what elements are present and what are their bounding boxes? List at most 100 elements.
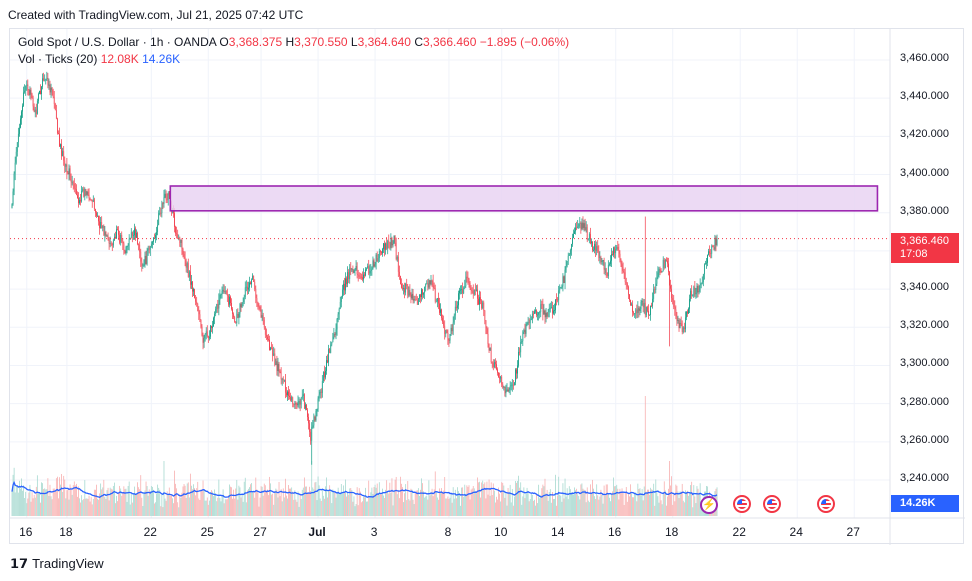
- tradingview-footer[interactable]: 𝟭𝟳 TradingView: [10, 556, 104, 572]
- volume-bar: [296, 501, 298, 516]
- volume-bar: [622, 492, 624, 516]
- candle-body: [194, 288, 195, 299]
- candle-body: [622, 267, 624, 271]
- candle-body: [106, 235, 108, 237]
- candle-body: [45, 79, 47, 80]
- volume-bar: [550, 502, 552, 516]
- volume-bar: [78, 486, 79, 516]
- candle-body: [119, 234, 121, 243]
- volume-ma-value: 14.26K: [142, 52, 181, 66]
- volume-bar: [416, 490, 418, 516]
- candle-body: [321, 381, 323, 393]
- candle-body: [318, 394, 320, 399]
- volume-bar: [635, 492, 637, 516]
- candle-body: [600, 257, 602, 262]
- candle-body: [438, 298, 439, 304]
- volume-bar: [490, 482, 492, 516]
- volume-bar: [157, 484, 159, 516]
- volume-bar: [130, 493, 132, 516]
- volume-bar: [692, 507, 694, 516]
- volume-bar: [367, 501, 369, 516]
- volume-bar: [17, 492, 19, 516]
- candle-body: [453, 315, 455, 323]
- volume-bar: [448, 498, 450, 516]
- candle-body: [99, 221, 100, 229]
- volume-bar: [47, 478, 49, 516]
- candle-body: [314, 416, 316, 421]
- candle-body: [262, 315, 264, 320]
- candle-body: [414, 299, 416, 300]
- us-flag-icon[interactable]: [733, 495, 751, 513]
- volume-bar: [429, 495, 431, 516]
- candle-body: [50, 87, 52, 93]
- volume-bar: [59, 477, 60, 516]
- candle-body: [404, 287, 405, 293]
- candle-body: [510, 385, 512, 387]
- volume-bar: [477, 477, 478, 516]
- volume-bar: [629, 496, 630, 516]
- time-tick-label: 16: [19, 525, 33, 539]
- volume-bar: [163, 461, 165, 516]
- candle-body: [431, 280, 433, 282]
- volume-bar: [290, 488, 292, 516]
- volume-bar: [478, 482, 479, 516]
- volume-bar: [436, 497, 438, 516]
- candle-body: [298, 401, 300, 403]
- candle-body: [521, 340, 523, 343]
- candle-body: [121, 234, 123, 242]
- price-chart[interactable]: [10, 29, 965, 545]
- candle-body: [25, 86, 27, 91]
- volume-bar: [445, 498, 447, 516]
- volume-bar: [120, 488, 122, 516]
- candle-body: [237, 313, 239, 318]
- candle-body: [33, 106, 35, 113]
- volume-bar: [218, 479, 220, 516]
- candle-body: [505, 390, 507, 394]
- tradingview-brand: TradingView: [32, 556, 104, 571]
- volume-bar: [249, 487, 250, 516]
- candle-body: [277, 363, 279, 371]
- volume-bar: [92, 498, 94, 516]
- volume-bar: [446, 498, 448, 516]
- candle-body: [697, 285, 699, 293]
- candle-body: [516, 369, 517, 374]
- candle-body: [324, 372, 325, 378]
- volume-bar: [421, 478, 422, 516]
- candle-body: [264, 327, 266, 335]
- candle-body: [470, 288, 472, 291]
- volume-bar: [438, 499, 439, 516]
- volume-bar: [553, 499, 554, 516]
- volume-bar: [348, 494, 350, 516]
- candle-body: [646, 307, 648, 311]
- candle-body: [377, 258, 379, 262]
- volume-bar: [573, 494, 574, 516]
- volume-bar: [608, 497, 610, 516]
- candle-body: [683, 327, 685, 330]
- candle-body: [500, 376, 502, 379]
- us-flag-icon[interactable]: [817, 495, 835, 513]
- candle-body: [199, 314, 201, 320]
- volume-bar: [182, 486, 184, 516]
- symbol-legend[interactable]: Gold Spot / U.S. Dollar · 1h · OANDA O3,…: [18, 35, 569, 49]
- us-flag-icon[interactable]: [763, 495, 781, 513]
- candle-body: [603, 260, 605, 270]
- volume-bar: [150, 485, 152, 516]
- candle-body: [333, 334, 335, 337]
- candle-body: [526, 323, 528, 325]
- volume-bar: [369, 496, 371, 516]
- candle-body: [371, 268, 373, 270]
- lightning-icon[interactable]: ⚡: [700, 496, 718, 514]
- candle-body: [703, 264, 705, 275]
- volume-bar: [652, 489, 654, 516]
- candle-body: [310, 431, 312, 441]
- volume-bar: [27, 498, 29, 516]
- volume-bar: [566, 488, 568, 516]
- volume-bar: [613, 477, 614, 516]
- volume-bar: [500, 501, 502, 516]
- volume-bar: [76, 483, 77, 516]
- candle-body: [297, 401, 299, 406]
- volume-legend[interactable]: Vol · Ticks (20) 12.08K 14.26K: [18, 52, 180, 66]
- candle-body: [388, 240, 390, 243]
- candle-body: [672, 298, 674, 301]
- volume-bar: [354, 506, 356, 516]
